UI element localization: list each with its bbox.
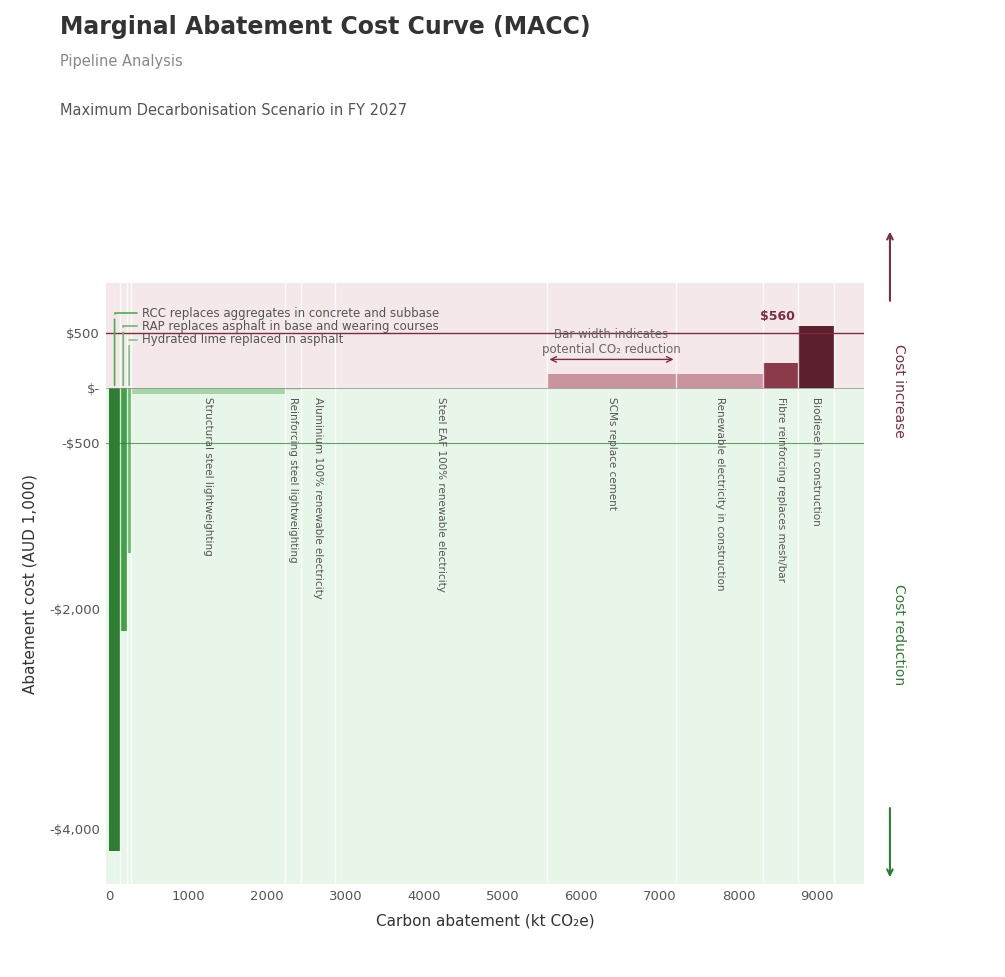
Text: Maximum Decarbonisation Scenario in FY 2027: Maximum Decarbonisation Scenario in FY 2… xyxy=(60,103,407,117)
Text: RAP replaces asphalt in base and wearing courses: RAP replaces asphalt in base and wearing… xyxy=(124,319,439,333)
Text: Aluminium 100% renewable electricity: Aluminium 100% renewable electricity xyxy=(314,397,324,599)
Text: Marginal Abatement Cost Curve (MACC): Marginal Abatement Cost Curve (MACC) xyxy=(60,15,591,39)
Text: Cost increase: Cost increase xyxy=(892,344,907,438)
Bar xyxy=(798,326,833,388)
Text: Reinforcing steel lightweighting: Reinforcing steel lightweighting xyxy=(288,397,298,563)
Text: $560: $560 xyxy=(760,310,795,323)
Bar xyxy=(132,388,284,394)
X-axis label: Carbon abatement (kt CO₂e): Carbon abatement (kt CO₂e) xyxy=(376,913,594,929)
Bar xyxy=(763,363,798,388)
Bar xyxy=(120,388,127,630)
Text: Steel EAF 100% renewable electricity: Steel EAF 100% renewable electricity xyxy=(436,397,446,592)
Text: SCMs replace cement: SCMs replace cement xyxy=(606,397,616,510)
Text: RCC replaces aggregates in concrete and subbase: RCC replaces aggregates in concrete and … xyxy=(115,307,440,319)
Bar xyxy=(127,388,132,553)
Bar xyxy=(106,388,864,884)
Bar xyxy=(106,283,864,388)
Text: Renewable electricity in construction: Renewable electricity in construction xyxy=(715,397,725,590)
Y-axis label: Abatement cost (AUD 1,000): Abatement cost (AUD 1,000) xyxy=(23,474,38,694)
Text: Pipeline Analysis: Pipeline Analysis xyxy=(60,54,183,68)
Bar xyxy=(110,388,120,851)
Bar xyxy=(284,388,302,390)
Bar xyxy=(676,374,763,388)
Text: Bar width indicates
potential CO₂ reduction: Bar width indicates potential CO₂ reduct… xyxy=(542,328,680,356)
Text: Structural steel lightweighting: Structural steel lightweighting xyxy=(203,397,213,556)
Text: Hydrated lime replaced in asphalt: Hydrated lime replaced in asphalt xyxy=(129,333,344,346)
Text: Cost reduction: Cost reduction xyxy=(892,584,907,686)
Text: Biodiesel in construction: Biodiesel in construction xyxy=(811,397,821,526)
Text: Fibre reinforcing replaces mesh/bar: Fibre reinforcing replaces mesh/bar xyxy=(776,397,786,582)
Bar xyxy=(547,374,676,388)
